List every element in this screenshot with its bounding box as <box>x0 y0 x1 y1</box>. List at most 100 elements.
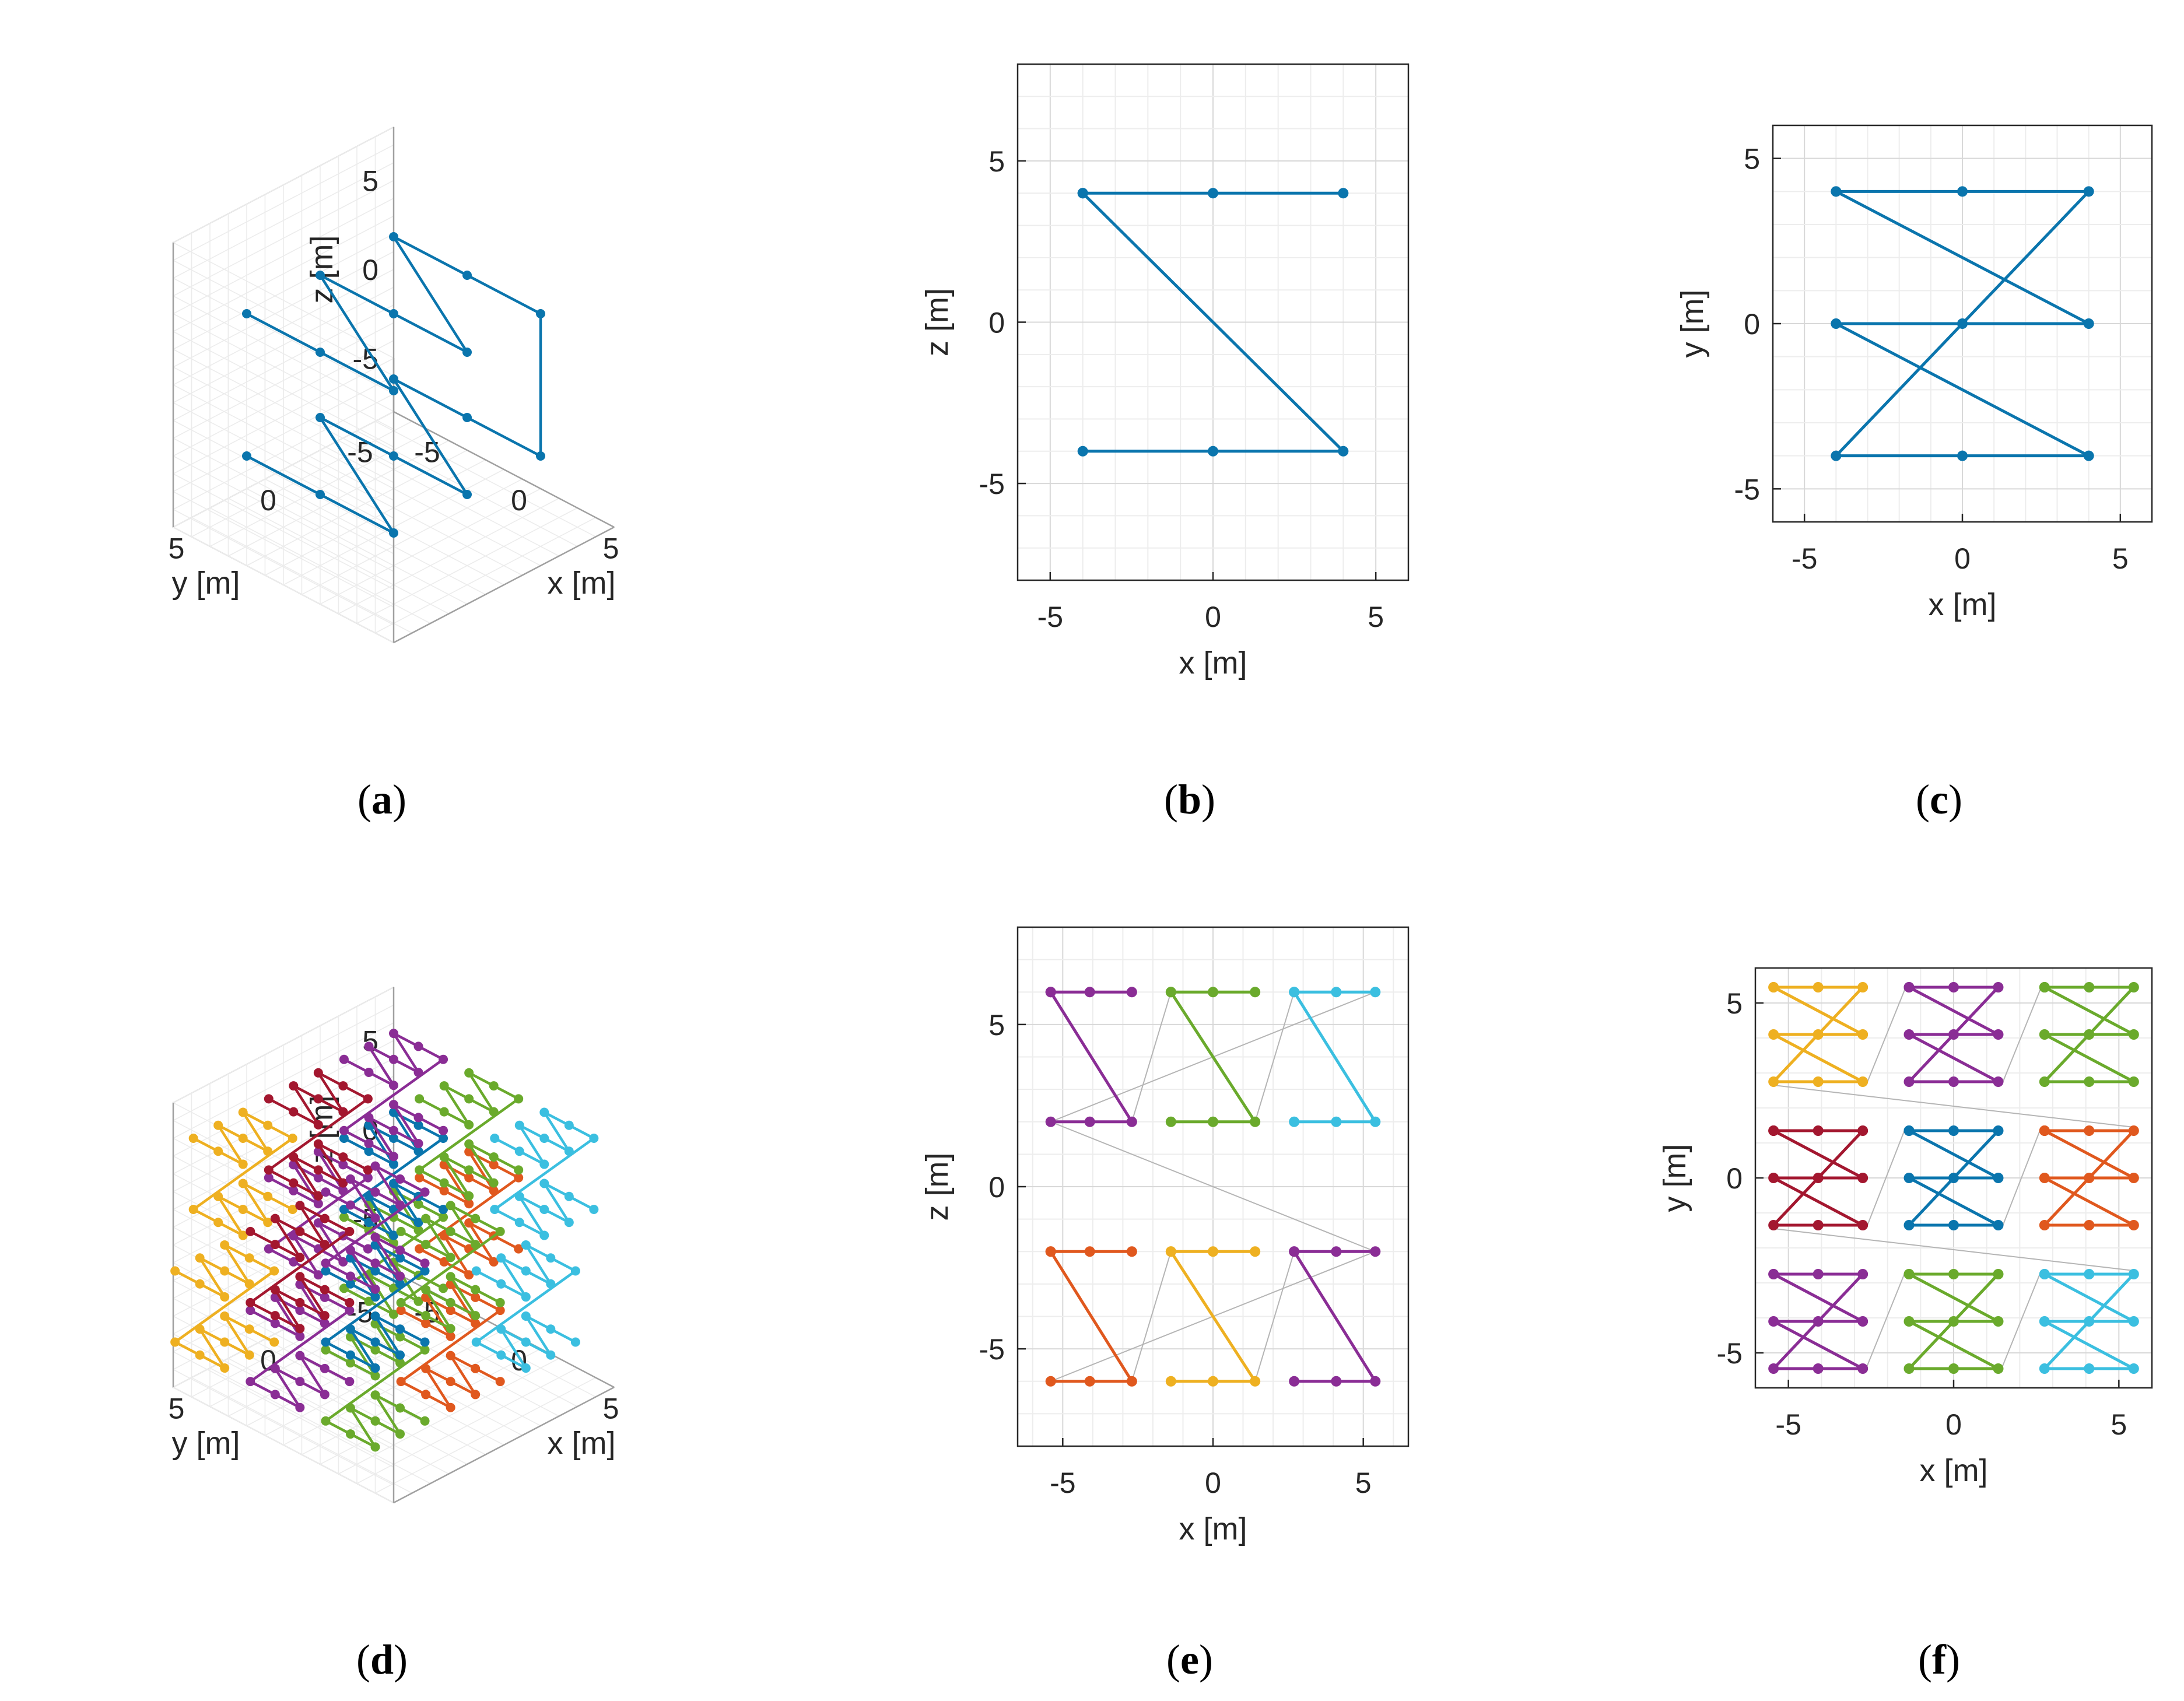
data-point <box>521 1240 531 1250</box>
connector-line <box>1773 1228 2134 1271</box>
data-point <box>389 1081 398 1090</box>
data-point <box>321 1416 331 1426</box>
data-point <box>539 1134 549 1143</box>
grid-line <box>173 1182 394 1299</box>
series-line-blue <box>342 1111 445 1237</box>
data-point <box>2083 318 2094 329</box>
data-point <box>389 386 398 395</box>
data-point <box>213 1120 223 1130</box>
caption-c: (c) <box>1916 776 1962 823</box>
data-point <box>489 1081 499 1091</box>
data-point <box>364 1041 374 1051</box>
data-point <box>295 1297 305 1307</box>
data-point <box>1957 318 1968 329</box>
data-point <box>1813 1173 1824 1183</box>
data-point <box>1813 1029 1824 1040</box>
series-line-purple <box>267 1150 370 1276</box>
y-tick-label: -5 <box>347 436 373 469</box>
data-point <box>370 1266 380 1276</box>
data-point <box>389 1152 398 1162</box>
data-point <box>1813 1220 1824 1230</box>
data-point <box>1903 1029 1915 1040</box>
data-point <box>1370 987 1381 998</box>
data-point <box>1857 1029 1869 1040</box>
data-point <box>395 1403 405 1413</box>
data-point <box>320 1390 329 1400</box>
data-point <box>395 1271 405 1281</box>
y-tick-label: 5 <box>169 1393 185 1425</box>
data-point <box>238 1134 248 1143</box>
data-point <box>471 1292 481 1302</box>
data-point <box>220 1337 230 1347</box>
data-point <box>1768 982 1779 992</box>
data-point <box>1948 1173 1959 1183</box>
data-point <box>1993 1076 2004 1087</box>
grid-line <box>173 286 394 404</box>
data-point <box>246 1297 255 1307</box>
data-point <box>270 1390 280 1400</box>
data-point <box>1948 982 1959 992</box>
grid-line <box>173 198 394 314</box>
data-point <box>370 1284 380 1294</box>
series-line-blue <box>246 235 542 535</box>
grid-line <box>375 517 596 634</box>
y-axis-label: y [m] <box>172 1426 240 1461</box>
data-point <box>1331 987 1342 998</box>
data-point <box>495 1226 505 1236</box>
x-axis-label: x [m] <box>1179 646 1247 681</box>
data-point <box>2128 1316 2139 1327</box>
x-tick-label: 0 <box>1205 1467 1221 1499</box>
data-point <box>370 1213 380 1223</box>
grid-line <box>173 1209 394 1325</box>
data-point <box>264 1165 274 1175</box>
panel-b: -5 0 5 5 0 -5 x [m] z [m] <box>920 63 1410 681</box>
series-line-red <box>249 1204 351 1330</box>
data-point <box>1077 188 1088 199</box>
data-point <box>1250 1376 1261 1387</box>
data-point <box>270 1240 280 1250</box>
data-point <box>263 1146 273 1156</box>
data-point <box>439 1081 449 1091</box>
data-point <box>546 1279 556 1289</box>
data-point <box>2039 1269 2050 1279</box>
data-point <box>1903 1125 1915 1136</box>
grid-line <box>173 1040 394 1157</box>
data-point <box>364 1146 374 1156</box>
y-axis-label: z [m] <box>920 1153 955 1221</box>
data-point <box>471 1285 481 1295</box>
data-point <box>270 1311 280 1321</box>
data-point <box>439 1186 449 1195</box>
data-point <box>395 1174 405 1184</box>
data-point <box>1370 1376 1381 1387</box>
data-point <box>1993 1269 2004 1279</box>
data-point <box>471 1214 481 1223</box>
data-point <box>1331 1116 1342 1127</box>
connector-line <box>1865 1127 1906 1229</box>
data-point <box>539 1205 549 1214</box>
data-point <box>1857 1269 1869 1279</box>
connector-line <box>1254 991 1295 1123</box>
data-point <box>1813 1269 1824 1279</box>
data-point <box>439 1134 448 1143</box>
data-point <box>2039 1316 2050 1327</box>
data-point <box>345 1377 355 1387</box>
data-point <box>589 1134 599 1143</box>
data-point <box>395 1279 405 1289</box>
data-point <box>2039 1220 2050 1230</box>
data-point <box>345 1429 355 1439</box>
data-point <box>521 1363 531 1373</box>
data-point <box>345 1324 355 1334</box>
data-point <box>421 1318 431 1328</box>
data-point <box>446 1377 455 1387</box>
data-point <box>446 1331 455 1341</box>
data-point <box>370 1337 380 1347</box>
data-point <box>462 490 472 499</box>
data-point <box>514 1120 524 1130</box>
series-line-purple <box>249 1283 351 1409</box>
data-point <box>1857 1076 1869 1087</box>
data-point <box>1126 1116 1137 1127</box>
data-point <box>315 490 325 499</box>
x-tick-label: -5 <box>1037 601 1063 633</box>
grid-line <box>173 1351 394 1468</box>
data-point <box>220 1363 230 1373</box>
